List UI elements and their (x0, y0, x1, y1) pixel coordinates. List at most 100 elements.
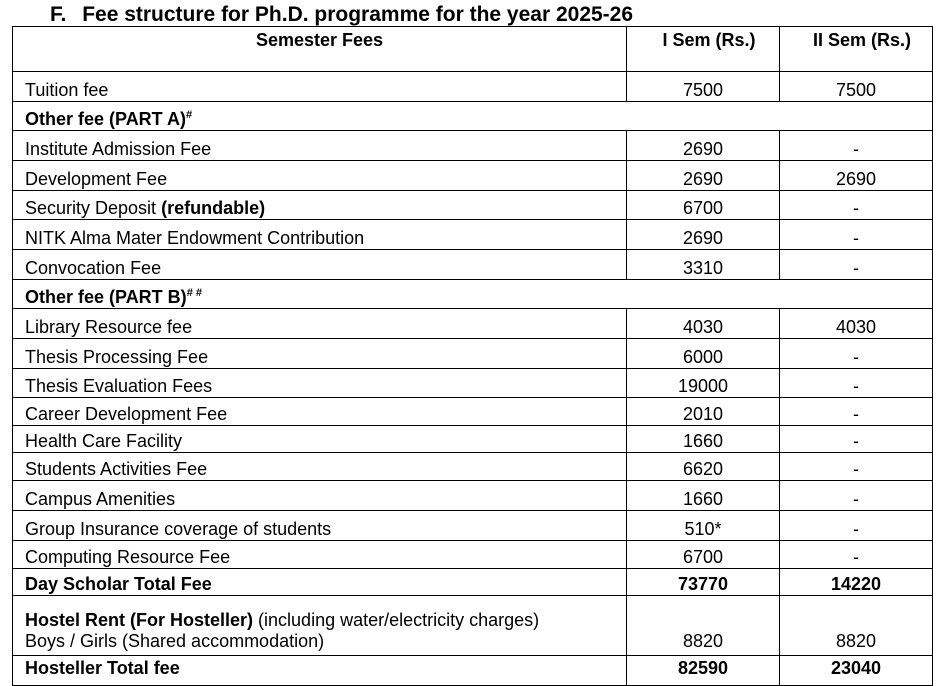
table-row: Students Activities Fee 6620- (12, 452, 933, 481)
sem1-amount: 1660 (626, 425, 780, 453)
sem1-amount: 6700 (626, 190, 780, 220)
table-row: NITK Alma Mater Endowment Contribution 26… (12, 219, 933, 250)
sem1-amount: 6700 (626, 540, 780, 569)
sem1-amount: 73770 (626, 568, 780, 596)
table-row: Library Resource fee 4030 4030 (12, 308, 933, 339)
section-text: Other fee (PART B) (25, 287, 187, 307)
sem2-amount: 8820 (779, 595, 933, 656)
fee-label: Convocation Fee (25, 258, 162, 278)
fee-name-cell: Thesis Processing Fee (12, 338, 627, 369)
fee-table: Semester Fees I Sem (Rs.) II Sem (Rs.) T… (12, 26, 933, 686)
fee-name-cell: Institute Admission Fee (12, 130, 627, 161)
table-row: Career Development Fee 2010- (12, 397, 933, 426)
fee-label: Career Development Fee (25, 404, 228, 424)
fee-label: Campus Amenities (25, 489, 176, 509)
sem1-amount: 8820 (626, 595, 780, 656)
table-row: Group Insurance coverage of students 510*… (12, 510, 933, 541)
sem1-amount: 3310 (626, 249, 780, 280)
fee-label: Computing Resource Fee (25, 547, 231, 567)
sem1-amount: 82590 (626, 655, 780, 686)
hostel-label-cell: Hostel Rent (For Hosteller) (including w… (12, 595, 627, 656)
sem1-amount: 1660 (626, 480, 780, 511)
fee-name-cell: Group Insurance coverage of students (12, 510, 627, 541)
sem2-amount: - (779, 397, 933, 426)
header-sem2: II Sem (Rs.) (779, 26, 933, 72)
hostel-label: Hostel Rent (For Hosteller) (25, 610, 254, 630)
sem2-amount: - (779, 338, 933, 369)
section-row: Other fee (PART A)# (12, 101, 933, 131)
table-row: Thesis Processing Fee 6000- (12, 338, 933, 369)
fee-label: NITK Alma Mater Endowment Contribution (25, 228, 365, 248)
title-text: Fee structure for Ph.D. programme for th… (82, 3, 634, 26)
sem1-amount: 510* (626, 510, 780, 541)
fee-label: Thesis Processing Fee (25, 347, 209, 367)
sem2-amount: - (779, 130, 933, 161)
sem2-amount: 14220 (779, 568, 933, 596)
sem2-amount: - (779, 480, 933, 511)
sem1-amount: 2690 (626, 160, 780, 191)
table-row: Computing Resource Fee 6700- (12, 540, 933, 569)
fee-name-cell: Career Development Fee (12, 397, 627, 426)
fee-label: Library Resource fee (25, 317, 193, 337)
fee-label: Day Scholar Total Fee (25, 574, 212, 594)
header-sem1: I Sem (Rs.) (626, 26, 780, 72)
sem1-amount: 6000 (626, 338, 780, 369)
sem2-amount: - (779, 540, 933, 569)
sem1-amount: 4030 (626, 308, 780, 339)
sem2-amount: - (779, 510, 933, 541)
fee-name-cell: Convocation Fee (12, 249, 627, 280)
sem1-amount: 2690 (626, 219, 780, 250)
footnote-mark: # (186, 109, 193, 121)
section-label: Other fee (PART B)# # (12, 279, 933, 309)
table-row: Thesis Evaluation Fees 19000- (12, 368, 933, 398)
table-row: Tuition fee 7500 7500 (12, 71, 933, 102)
fee-name-cell: Tuition fee (12, 71, 627, 102)
fee-label: Group Insurance coverage of students (25, 519, 332, 539)
fee-name-cell: Computing Resource Fee (12, 540, 627, 569)
section-label: Other fee (PART A)# (12, 101, 933, 131)
fee-name-cell: Thesis Evaluation Fees (12, 368, 627, 398)
sem2-amount: 2690 (779, 160, 933, 191)
fee-label: Development Fee (25, 169, 168, 189)
fee-name-cell: Hosteller Total fee (12, 655, 627, 686)
section-row: Other fee (PART B)# # (12, 279, 933, 309)
hostel-note: (including water/electricity charges) (258, 610, 540, 630)
table-row: Development Fee 2690 2690 (12, 160, 933, 191)
fee-name-cell: Day Scholar Total Fee (12, 568, 627, 596)
fee-name-cell: Development Fee (12, 160, 627, 191)
hostel-rent-row: Hostel Rent (For Hosteller) (including w… (12, 595, 933, 656)
table-row: Health Care Facility 1660- (12, 425, 933, 453)
sem2-amount: 23040 (779, 655, 933, 686)
fee-name-cell: Students Activities Fee (12, 452, 627, 481)
table-row: Security Deposit (refundable) 6700- (12, 190, 933, 220)
fee-label: Students Activities Fee (25, 459, 208, 479)
table-header: Semester Fees I Sem (Rs.) II Sem (Rs.) (12, 26, 933, 72)
sem2-amount: - (779, 452, 933, 481)
sem2-amount: - (779, 190, 933, 220)
fee-label: Thesis Evaluation Fees (25, 376, 213, 396)
total-row: Day Scholar Total Fee 73770 14220 (12, 568, 933, 596)
fee-label: Institute Admission Fee (25, 139, 212, 159)
sem1-amount: 7500 (626, 71, 780, 102)
sem2-amount: 7500 (779, 71, 933, 102)
fee-label: Tuition fee (25, 80, 109, 100)
sem1-amount: 19000 (626, 368, 780, 398)
sem2-amount: - (779, 219, 933, 250)
header-semester-fees: Semester Fees (12, 26, 627, 72)
page-title: F. Fee structure for Ph.D. programme for… (50, 3, 643, 27)
sem2-amount: - (779, 249, 933, 280)
table-row: Institute Admission Fee 2690- (12, 130, 933, 161)
fee-name-cell: Security Deposit (refundable) (12, 190, 627, 220)
sem2-amount: 4030 (779, 308, 933, 339)
fee-label-note: (refundable) (161, 198, 266, 218)
fee-name-cell: Campus Amenities (12, 480, 627, 511)
table-row: Convocation Fee 3310- (12, 249, 933, 280)
fee-name-cell: Library Resource fee (12, 308, 627, 339)
sem1-amount: 2010 (626, 397, 780, 426)
table-row: Campus Amenities 1660- (12, 480, 933, 511)
sem2-amount: - (779, 425, 933, 453)
section-letter: F. (50, 3, 67, 26)
section-text: Other fee (PART A) (25, 109, 187, 129)
sem2-amount: - (779, 368, 933, 398)
hostel-sub-label: Boys / Girls (Shared accommodation) (25, 631, 325, 651)
